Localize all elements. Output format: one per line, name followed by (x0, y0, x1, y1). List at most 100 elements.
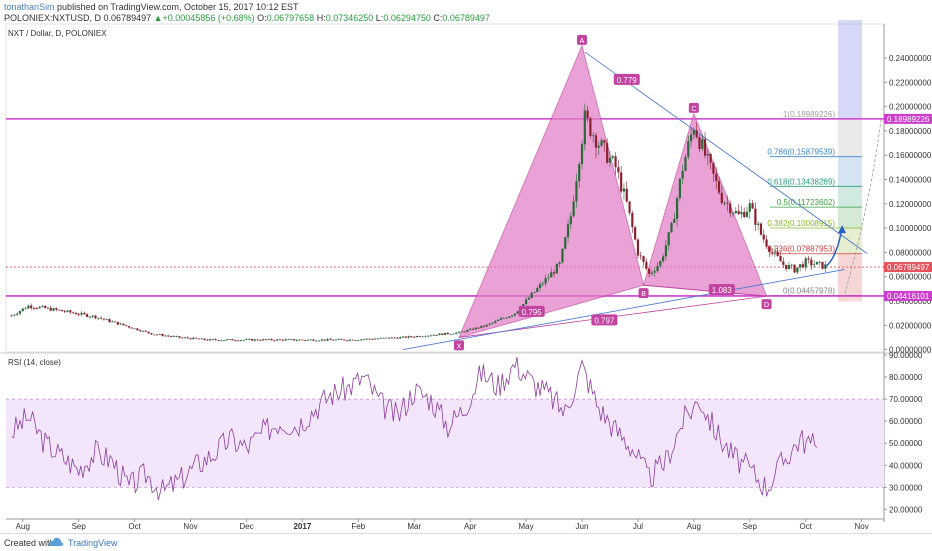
candle-body (452, 333, 455, 335)
candle-body (438, 333, 441, 336)
price-tick-label: 0.18000000 (889, 127, 932, 136)
candle-body (662, 256, 665, 262)
xab-triangle (458, 44, 645, 339)
candle-body (46, 307, 50, 309)
ratio-tag (518, 305, 545, 317)
candle-body (737, 210, 740, 215)
candle-body (167, 335, 170, 337)
candle-body (49, 307, 52, 311)
candle-body (726, 202, 729, 204)
ratio-label: 0.779 (617, 76, 638, 85)
pattern-point-label: C (691, 106, 696, 113)
candle-body (594, 135, 598, 148)
tradingview-brand[interactable]: TradingView (68, 538, 118, 548)
candle-body (113, 321, 117, 323)
candle-body (387, 337, 391, 339)
price-tag-label: 0.04416101 (887, 292, 930, 301)
candle-body (762, 234, 765, 240)
candle-body (211, 339, 215, 340)
candle-body (60, 310, 64, 312)
fib-level-label: 0.236(0.07887953) (767, 245, 835, 254)
time-tick-label: Oct (799, 522, 812, 531)
candle-body (155, 334, 159, 336)
candle-body (600, 140, 603, 146)
candle-body (645, 261, 648, 269)
candle-body (172, 336, 175, 337)
candle-body (759, 223, 763, 235)
candle-body (469, 328, 472, 330)
candle-body (538, 284, 542, 289)
price-tick-label: 0.04000000 (889, 297, 932, 306)
candle-body (670, 222, 673, 233)
open-value: 0.06797658 (266, 13, 315, 23)
candle-body (815, 261, 818, 265)
candle-body (541, 283, 544, 285)
candle-body (27, 305, 30, 309)
candle-body (552, 272, 556, 274)
candle-body (681, 170, 684, 179)
candle-body (102, 318, 105, 320)
candle-body (150, 333, 153, 335)
candle-body (329, 338, 332, 340)
candle-body (634, 227, 637, 240)
candle-body (315, 340, 318, 342)
author-link[interactable]: tonathanSim (4, 2, 55, 12)
candle-body (253, 339, 256, 341)
fib-band (838, 253, 862, 296)
candle-body (390, 337, 393, 339)
chart-canvas[interactable]: 0.24000000 0.22000000 0.20000000 0.18000000… (0, 0, 932, 533)
candle-body (206, 339, 209, 341)
published-text: published on TradingView.com, October 15… (54, 2, 299, 12)
candle-body (592, 135, 595, 137)
candle-body (544, 278, 547, 284)
candle-body (111, 321, 114, 323)
footer-bar: Created with TradingView (0, 533, 932, 551)
candle-body (771, 252, 774, 254)
candle-body (13, 314, 16, 316)
candle-body (153, 334, 156, 336)
candle-body (77, 314, 80, 316)
candle-body (427, 335, 430, 337)
candle-body (203, 338, 206, 340)
candle-body (58, 309, 61, 311)
price-tick-label: 0.22000000 (889, 78, 932, 87)
price-tick-label: 0.08000000 (889, 248, 932, 257)
price-tag-box (884, 290, 932, 301)
candle-body (664, 245, 667, 257)
time-tick-label: 2017 (293, 522, 311, 531)
candle-body (424, 336, 427, 338)
candle-body (429, 335, 433, 337)
candle-body (687, 141, 690, 157)
candle-body (376, 338, 379, 340)
candle-body (575, 181, 578, 202)
candle-body (399, 337, 402, 339)
candle-body (790, 264, 793, 266)
candle-body (818, 261, 821, 263)
candle-body (667, 232, 670, 246)
candle-body (290, 339, 293, 340)
ratio-label: 1.083 (712, 286, 733, 295)
candle-body (348, 339, 352, 341)
candle-body (242, 339, 245, 341)
candle-body (511, 315, 514, 317)
candle-body (119, 323, 122, 325)
ascending-trendline (402, 268, 845, 351)
candle-body (768, 246, 771, 253)
candle-body (231, 339, 234, 341)
candle-body (360, 339, 363, 341)
time-tick-label: Mar (407, 522, 421, 531)
price-tick-label: 0.20000000 (889, 103, 932, 112)
candle-body (636, 239, 640, 256)
candle-body (580, 144, 584, 164)
candle-body (530, 292, 533, 298)
candle-body (21, 308, 24, 312)
candle-body (357, 340, 360, 341)
candle-body (648, 268, 651, 274)
candle-body (485, 324, 489, 327)
candle-body (446, 332, 449, 335)
candle-body (527, 297, 530, 300)
candle-body (323, 339, 326, 341)
created-with-text: Created with (4, 538, 55, 548)
candle-body (141, 330, 145, 332)
candle-body (38, 306, 41, 309)
